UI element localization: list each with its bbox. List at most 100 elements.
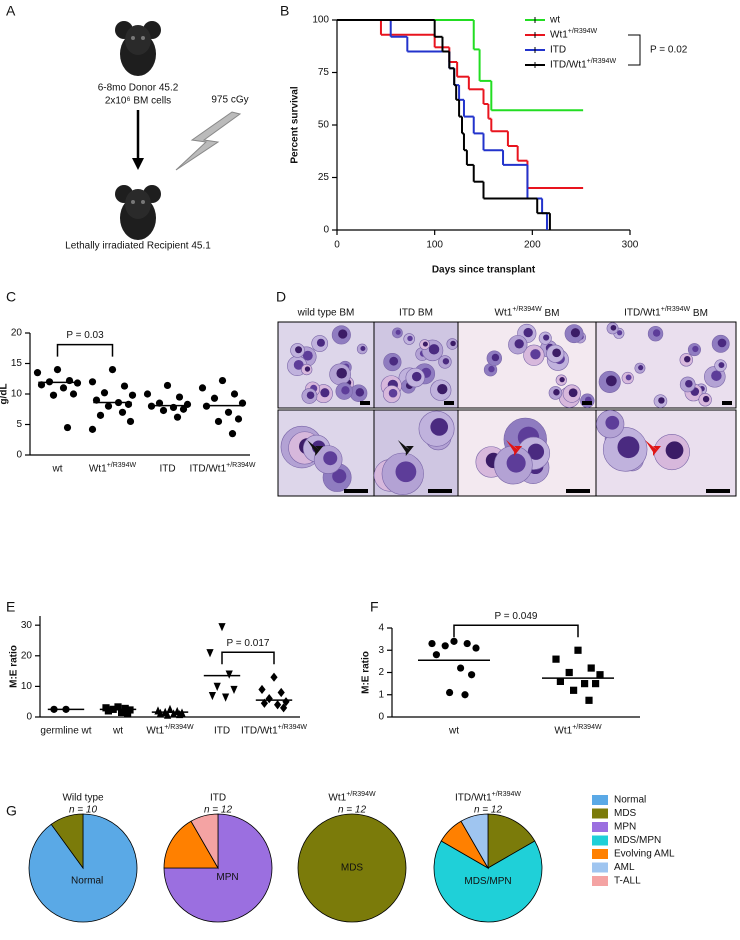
significance-bracket	[628, 34, 641, 66]
y-tick-label: 0	[378, 712, 384, 723]
nucleus	[442, 358, 450, 365]
panel-label: B	[280, 3, 289, 19]
nucleus	[488, 365, 495, 373]
x-axis-label: Days since transplant	[432, 265, 536, 276]
x-tick-label: ITD/Wt1+/R394W	[189, 462, 255, 475]
point	[450, 637, 458, 645]
donor-label: 6-8mo Donor 45.2	[98, 83, 179, 94]
nucleus	[491, 353, 500, 362]
cells-label: 2x10⁶ BM cells	[105, 96, 171, 107]
significance-bracket	[56, 343, 114, 357]
nucleus	[717, 338, 727, 348]
point	[173, 413, 182, 421]
pie-slice	[460, 813, 489, 870]
nucleus	[718, 362, 725, 369]
nucleus	[412, 371, 422, 382]
nucleus	[332, 469, 347, 484]
point	[230, 685, 238, 695]
point	[120, 382, 129, 390]
legend-swatch	[592, 795, 608, 805]
point	[100, 389, 109, 397]
y-tick-label: 1	[378, 689, 384, 700]
nucleus	[711, 370, 722, 381]
pie-title: Wt1+/R394W	[328, 791, 376, 804]
arrow-head	[132, 158, 144, 170]
point	[121, 704, 129, 713]
legend-label: Normal	[614, 795, 646, 806]
point	[128, 391, 137, 399]
point	[225, 670, 233, 679]
nucleus	[388, 388, 398, 398]
scale-bar	[582, 401, 592, 405]
x-tick-label: Wt1+/R394W	[554, 724, 602, 737]
point	[88, 425, 97, 433]
scale-bar	[360, 401, 370, 405]
slice-label: MDS/MPN	[464, 876, 511, 887]
panel-label: G	[6, 803, 17, 819]
y-tick-label: 20	[11, 328, 23, 339]
superscript: +/R394W	[568, 28, 598, 35]
nucleus	[570, 328, 580, 338]
x-tick-label: 200	[524, 240, 541, 251]
nucleus	[605, 415, 620, 430]
nucleus	[617, 330, 623, 336]
column-title: ITD BM	[399, 308, 433, 319]
nucleus	[302, 350, 313, 361]
nucleus	[665, 441, 684, 460]
panel-label: E	[6, 599, 15, 615]
legend-swatch	[592, 822, 608, 832]
superscript: +/R394W	[278, 724, 308, 731]
legend-label: Wt1+/R394W	[550, 28, 598, 41]
panel-label: D	[276, 289, 286, 305]
text-rest: BM	[542, 308, 560, 319]
significance-bracket	[221, 651, 275, 665]
pie-slice	[297, 813, 407, 923]
nucleus	[652, 329, 661, 337]
arrow	[506, 440, 523, 456]
nucleus	[530, 349, 541, 360]
point	[587, 664, 595, 672]
point	[59, 384, 68, 392]
nucleus	[605, 375, 617, 387]
nucleus	[407, 335, 413, 342]
nucleus	[304, 366, 311, 372]
pie-slice	[487, 813, 536, 869]
point	[33, 369, 42, 377]
nucleus	[625, 374, 632, 381]
legend-label: T-ALL	[614, 876, 641, 887]
x-tick-label: ITD/Wt1+/R394W	[241, 724, 307, 737]
pie-slice	[190, 813, 219, 870]
mouse-head	[125, 189, 151, 219]
point	[143, 390, 152, 398]
point	[163, 381, 172, 390]
legend-label: MDS	[614, 808, 637, 819]
arrow	[397, 440, 414, 456]
point	[265, 694, 273, 704]
nucleus	[692, 345, 699, 353]
point	[114, 703, 122, 711]
y-tick-label: 4	[378, 623, 384, 634]
column-title: ITD/Wt1+/R394W BM	[624, 306, 708, 319]
point	[73, 379, 82, 387]
point	[213, 682, 221, 691]
point	[104, 402, 113, 410]
y-axis-label: M:E ratio	[361, 651, 372, 694]
y-tick-label: 10	[11, 389, 23, 400]
superscript: +/R394W	[661, 306, 691, 313]
y-tick-label: 25	[318, 172, 330, 183]
point	[179, 405, 188, 413]
p-value: P = 0.02	[650, 45, 688, 56]
scale-bar	[344, 489, 368, 493]
nucleus	[559, 376, 565, 383]
pie-subtitle: n = 12	[474, 805, 503, 816]
point	[228, 430, 237, 438]
x-tick-label: ITD	[214, 726, 230, 737]
point	[556, 677, 564, 685]
superscript: +/R394W	[587, 58, 617, 65]
point	[49, 391, 58, 399]
nucleus	[360, 345, 366, 351]
nucleus	[323, 451, 338, 466]
nucleus	[437, 384, 448, 395]
recipient-label: Lethally irradiated Recipient 45.1	[65, 241, 211, 252]
